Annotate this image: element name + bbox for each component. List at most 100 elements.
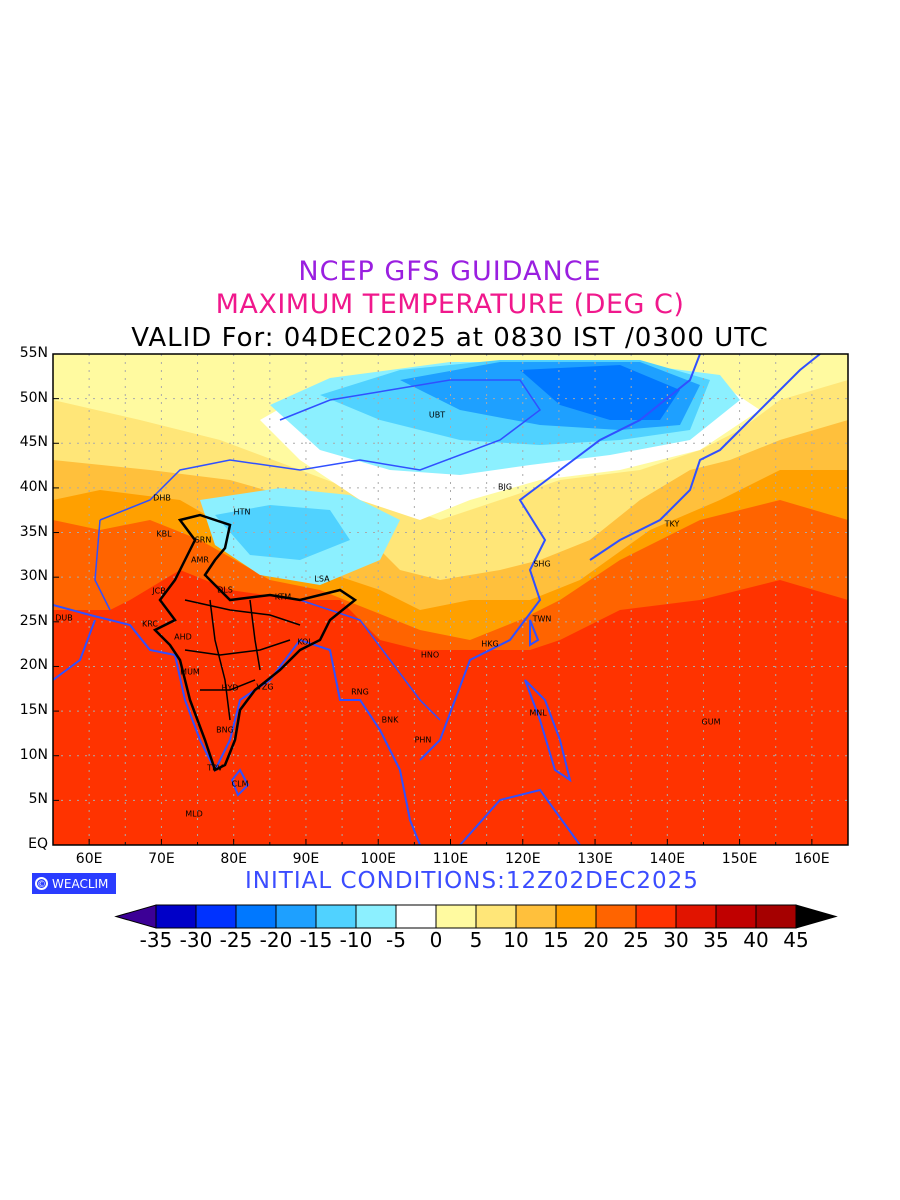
colorbar-swatch (635, 904, 677, 929)
graticule (53, 354, 848, 845)
colorbar-label: -10 (339, 928, 373, 952)
city-label-phn: PHN (414, 735, 432, 745)
city-label-ubt: UBT (428, 410, 446, 420)
colorbar-swatch (315, 904, 357, 929)
colorbar-label: 0 (429, 928, 443, 952)
city-label-bjg: BJG (497, 482, 513, 492)
colorbar-label: 25 (623, 928, 649, 952)
colorbar (114, 904, 838, 929)
logo-text: WEACLIM (52, 876, 109, 891)
colorbar-swatch (195, 904, 237, 929)
title-valid-time: VALID For: 04DEC2025 at 0830 IST /0300 U… (131, 323, 769, 353)
city-label-hkg: HKG (481, 639, 499, 649)
lat-label: 25N (19, 612, 48, 629)
colorbar-swatch (715, 904, 757, 929)
lat-label: 35N (19, 523, 48, 540)
city-label-mld: MLD (185, 809, 203, 819)
city-label-srn: SRN (194, 535, 212, 545)
copyright-icon: © (35, 877, 48, 890)
lat-label: 45N (19, 434, 48, 451)
colorbar-label: 45 (783, 928, 809, 952)
colorbar-label: 20 (583, 928, 609, 952)
lon-label: 160E (794, 851, 830, 867)
city-label-tky: TKY (664, 519, 680, 529)
lon-label: 110E (432, 851, 469, 867)
city-label-dub: DUB (55, 613, 73, 623)
city-label-bng: BNG (216, 725, 234, 735)
colorbar-swatch (475, 904, 517, 929)
city-label-twn: TWN (532, 614, 552, 624)
colorbar-label: 40 (743, 928, 769, 952)
colorbar-swatch (755, 904, 797, 929)
city-label-dhb: DHB (153, 493, 171, 503)
colorbar-label: 30 (663, 928, 689, 952)
colorbar-swatch (275, 904, 317, 929)
lon-label: 90E (292, 851, 320, 867)
lat-label: 55N (19, 345, 48, 361)
colorbar-arrow-low (114, 904, 157, 929)
colorbar-label: -35 (139, 928, 173, 952)
city-label-mnl: MNL (529, 708, 547, 718)
city-label-krc: KRC (142, 619, 158, 629)
lon-label: 70E (148, 851, 175, 867)
city-label-ktm: KTM (274, 592, 292, 602)
lat-label: 30N (19, 568, 48, 585)
lon-label: 140E (649, 851, 686, 867)
lat-label: 20N (19, 657, 48, 674)
city-label-trv: TRV (207, 763, 223, 773)
title-variable: MAXIMUM TEMPERATURE (DEG C) (215, 289, 685, 320)
city-label-htn: HTN (233, 507, 251, 517)
city-label-mum: MUM (180, 667, 200, 677)
colorbar-swatch (435, 904, 477, 929)
colorbar-label: -30 (179, 928, 213, 952)
city-label-hno: HNO (420, 650, 440, 660)
city-label-rng: RNG (351, 687, 369, 697)
colorbar-swatch (555, 904, 597, 929)
temperature-map (52, 353, 849, 846)
title-model: NCEP GFS GUIDANCE (298, 256, 602, 287)
city-label-gum: GUM (701, 717, 721, 727)
lat-label: 10N (19, 746, 48, 763)
lat-label: 5N (28, 791, 48, 808)
zone-tibet-colder (215, 505, 350, 560)
city-label-bnk: BNK (381, 715, 399, 725)
lat-label: 50N (19, 389, 48, 406)
colorbar-swatch (515, 904, 557, 929)
city-label-clm: CLM (231, 779, 249, 789)
city-label-jcb: JCB (152, 586, 166, 596)
colorbar-swatch (595, 904, 637, 929)
coastlines (53, 354, 821, 845)
city-label-kbl: KBL (156, 529, 172, 539)
colorbar-swatch (235, 904, 277, 929)
lat-label: 15N (19, 702, 48, 719)
colorbar-label: 35 (703, 928, 729, 952)
lon-label: 150E (721, 851, 758, 867)
lat-label: 40N (19, 478, 48, 495)
city-label-hyd: HYD (221, 683, 239, 693)
city-label-shg: SHG (533, 559, 551, 569)
colorbar-label: -15 (299, 928, 333, 952)
colorbar-swatch (155, 904, 197, 929)
city-label-kol: KOL (297, 637, 313, 647)
india-state-borders (184, 599, 301, 721)
lat-label: EQ (28, 836, 48, 852)
colorbar-label: 15 (543, 928, 569, 952)
city-label-vzg: VZG (256, 682, 274, 692)
colorbar-arrow-high (795, 904, 838, 929)
weaclim-logo: © WEACLIM (32, 873, 116, 894)
colorbar-label: -20 (259, 928, 293, 952)
zone-minus25-minus20 (520, 365, 680, 420)
lon-label: 80E (220, 851, 248, 867)
lon-label: 60E (75, 851, 103, 867)
initial-conditions: INITIAL CONDITIONS:12Z02DEC2025 (245, 868, 699, 894)
lon-label: 100E (360, 851, 397, 867)
city-label-dls: DLS (217, 585, 233, 595)
colorbar-swatch (355, 904, 397, 929)
colorbar-label: -5 (386, 928, 406, 952)
india-boundary (152, 513, 358, 772)
city-label-ahd: AHD (174, 632, 192, 642)
city-label-lsa: LSA (314, 574, 330, 584)
lon-label: 120E (504, 851, 541, 867)
colorbar-swatch (395, 904, 437, 929)
colorbar-label: -25 (219, 928, 253, 952)
